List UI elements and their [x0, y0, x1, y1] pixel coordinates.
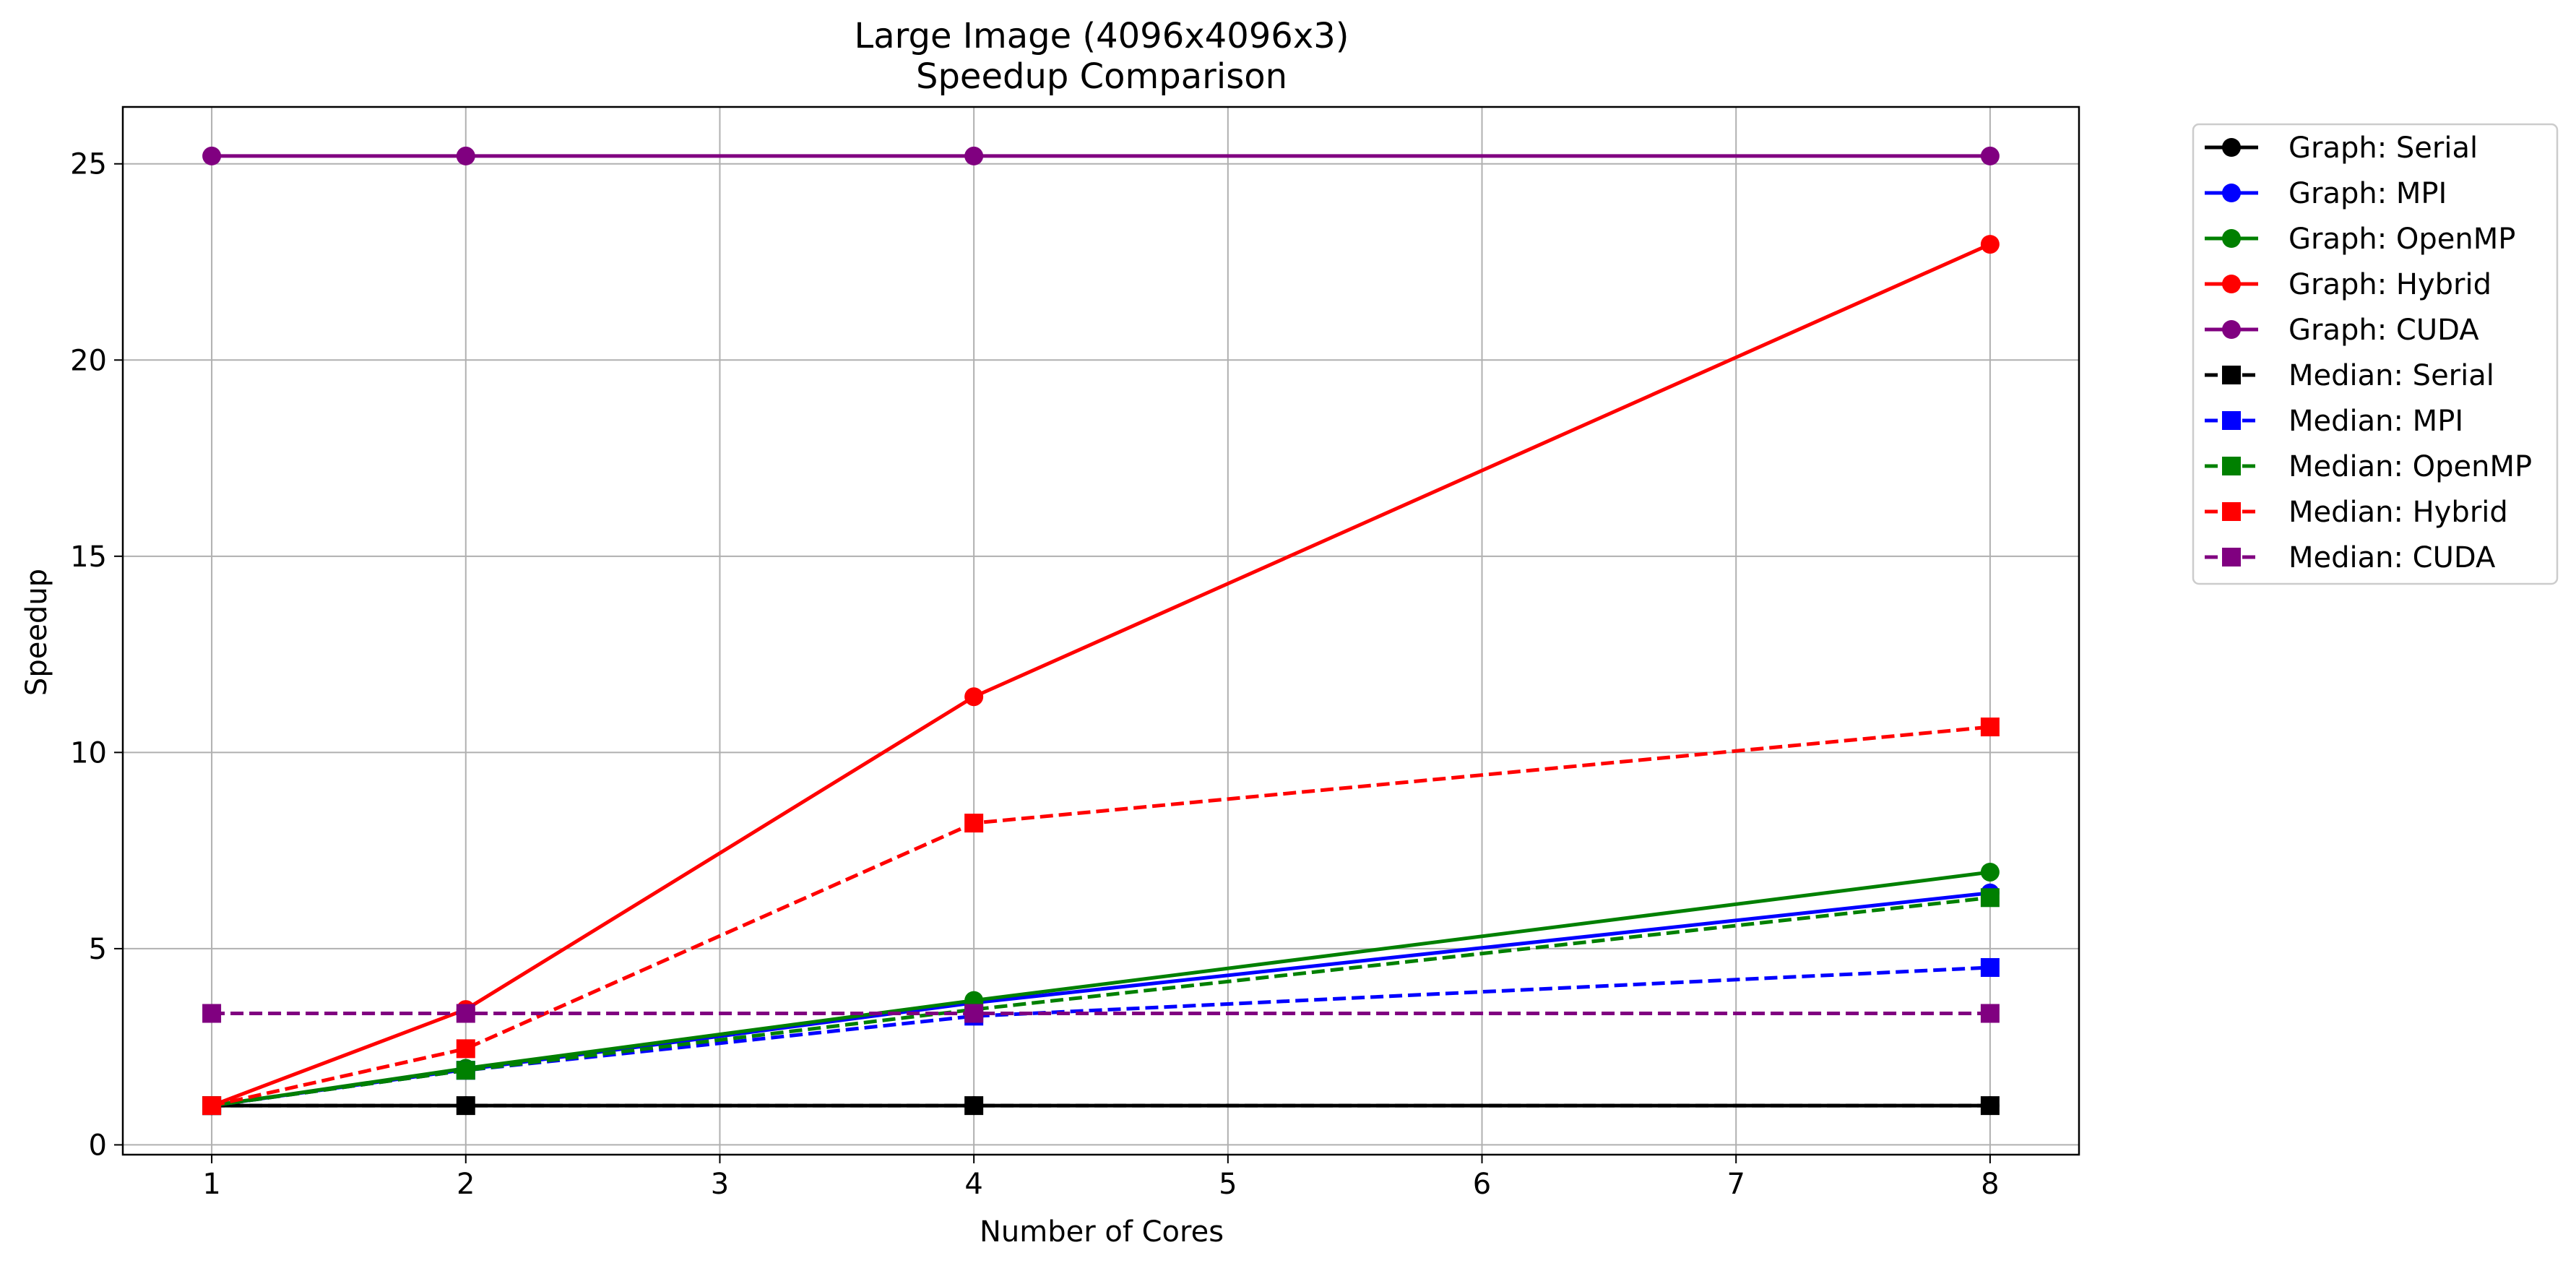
y-tick-label: 20 [70, 344, 107, 377]
y-axis-label: Speedup [20, 569, 53, 696]
legend-entry: Median: Serial [2205, 359, 2494, 392]
legend-label: Median: Hybrid [2288, 496, 2508, 529]
x-tick-label: 1 [202, 1168, 220, 1201]
legend-label: Median: Serial [2288, 359, 2494, 392]
legend-entry: Median: CUDA [2205, 541, 2496, 574]
chart-title-line2: Speedup Comparison [916, 56, 1287, 97]
series-median-hybrid [202, 718, 2000, 1116]
y-tick-label: 5 [89, 933, 107, 966]
data-point [1980, 718, 2000, 737]
legend-label: Median: OpenMP [2288, 450, 2532, 483]
y-tick-label: 10 [70, 736, 107, 770]
legend-label: Graph: Hybrid [2288, 268, 2491, 301]
grid [123, 107, 2079, 1155]
legend-marker [2222, 411, 2241, 430]
data-point [202, 1004, 222, 1023]
legend: Graph: Serial Graph: MPI Graph: OpenMP Grap… [2192, 123, 2559, 585]
data-point [1980, 146, 2000, 165]
data-point [1980, 862, 2000, 882]
data-point [456, 1096, 475, 1116]
legend-marker [2222, 320, 2241, 339]
x-tick-label: 2 [457, 1168, 475, 1201]
legend-frame [2192, 123, 2559, 585]
data-point [202, 146, 222, 165]
x-tick-label: 6 [1473, 1168, 1491, 1201]
ticks: 1 2 3 4 5 6 7 8 0 5 10 15 20 25 [70, 148, 2000, 1201]
x-tick-label: 4 [964, 1168, 982, 1201]
x-axis-label: Number of Cores [980, 1215, 1224, 1249]
series-line [211, 242, 1991, 1108]
data-point [456, 1004, 475, 1023]
legend-entry: Graph: MPI [2205, 177, 2447, 210]
legend-entry: Median: Hybrid [2205, 496, 2508, 529]
data-point [964, 146, 984, 165]
x-tick-label: 5 [1219, 1168, 1237, 1201]
legend-label: Graph: MPI [2288, 177, 2447, 210]
legend-entry: Median: OpenMP [2205, 450, 2532, 483]
legend-marker [2222, 457, 2241, 475]
legend-label: Graph: CUDA [2288, 314, 2479, 347]
x-tick-label: 8 [1981, 1168, 1999, 1201]
data-point [202, 1096, 222, 1116]
data-point [964, 687, 984, 707]
legend-marker [2222, 548, 2241, 566]
series-line [211, 895, 1991, 1108]
legend-marker [2222, 502, 2241, 521]
legend-entry: Median: MPI [2205, 405, 2463, 438]
legend-label: Median: CUDA [2288, 541, 2496, 574]
legend-marker [2222, 184, 2241, 202]
legend-marker [2222, 366, 2241, 384]
legend-label: Graph: Serial [2288, 132, 2478, 165]
chart-title-line1: Large Image (4096x4096x3) [854, 16, 1349, 56]
data-point [1980, 1096, 2000, 1116]
data-point [1980, 1004, 2000, 1023]
series-line [211, 870, 1991, 1108]
data-point [1980, 957, 2000, 977]
data-point [964, 1004, 984, 1023]
y-tick-label: 0 [89, 1129, 107, 1162]
x-tick-label: 7 [1726, 1168, 1745, 1201]
legend-entry: Graph: OpenMP [2205, 223, 2515, 256]
legend-label: Graph: OpenMP [2288, 223, 2515, 256]
data-point [456, 1061, 475, 1080]
data-point [964, 1096, 984, 1116]
legend-entry: Graph: CUDA [2205, 314, 2479, 347]
legend-label: Median: MPI [2288, 405, 2463, 438]
series-layer [202, 146, 2000, 1116]
legend-marker [2222, 138, 2241, 157]
x-tick-label: 3 [711, 1168, 729, 1201]
data-point [456, 1039, 475, 1059]
series-line [211, 725, 1991, 1108]
data-point [1980, 888, 2000, 908]
y-tick-label: 25 [70, 148, 107, 181]
series-median-cuda [202, 1004, 2000, 1023]
plot-frame [121, 105, 2080, 1156]
legend-marker [2222, 275, 2241, 293]
data-point [1980, 235, 2000, 254]
legend-entry: Graph: Hybrid [2205, 268, 2491, 301]
series-graph-cuda [202, 146, 2000, 165]
data-point [456, 146, 475, 165]
y-tick-label: 15 [70, 540, 107, 574]
data-point [964, 814, 984, 833]
legend-entry: Graph: Serial [2205, 132, 2478, 165]
series-line [211, 965, 1991, 1108]
legend-marker [2222, 229, 2241, 248]
